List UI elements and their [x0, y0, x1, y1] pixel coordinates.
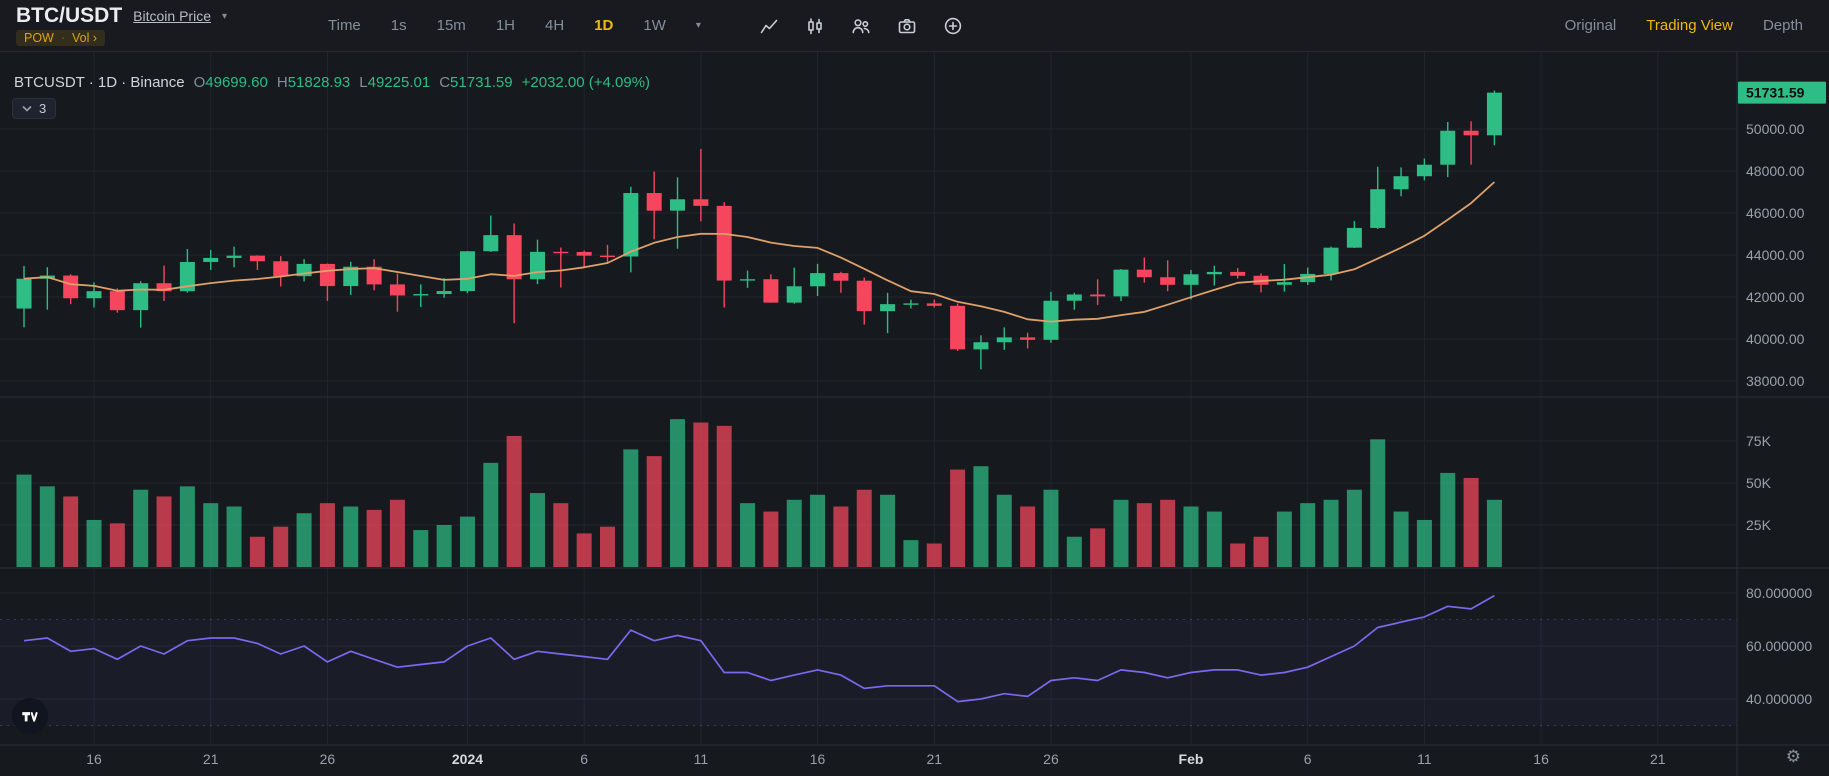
- candlestick-chart-icon[interactable]: [805, 16, 825, 36]
- svg-text:16: 16: [1533, 751, 1549, 767]
- ohlc-high: H 51828.93: [276, 74, 351, 91]
- svg-text:60.000000: 60.000000: [1746, 638, 1812, 654]
- chart-tools: [759, 16, 963, 36]
- vol-tag-label: Vol ›: [72, 30, 98, 45]
- time-axis[interactable]: 16 21 26 2024 6 11 16 21 26 Feb 6 11 16 21: [86, 751, 1666, 767]
- ohlc-low: L 49225.01: [359, 74, 431, 91]
- interval-1d[interactable]: 1D: [594, 17, 614, 34]
- tab-depth[interactable]: Depth: [1762, 17, 1803, 34]
- svg-text:11: 11: [1417, 751, 1432, 767]
- settings-gear-icon[interactable]: ⚙: [1785, 747, 1801, 766]
- pow-tag-label: POW: [24, 30, 54, 45]
- svg-text:16: 16: [810, 751, 826, 767]
- svg-text:25K: 25K: [1746, 517, 1772, 533]
- rsi-line-layer: [23, 594, 1495, 703]
- candles-layer: [16, 90, 1502, 370]
- svg-text:44000.00: 44000.00: [1746, 247, 1805, 263]
- svg-text:21: 21: [203, 751, 219, 767]
- add-indicator-icon[interactable]: [943, 16, 963, 36]
- svg-text:2024: 2024: [452, 751, 483, 767]
- chart-view-tabs: Original Trading View Depth: [1565, 17, 1803, 34]
- tradingview-logo[interactable]: [12, 698, 48, 734]
- svg-text:46000.00: 46000.00: [1746, 205, 1805, 221]
- price-axis[interactable]: 50000.00 48000.00 46000.00 44000.00 42000.00…: [1746, 121, 1812, 707]
- ohlc-open: O 49699.60: [193, 74, 268, 91]
- price-change: +2032.00 (+4.09%): [521, 74, 651, 91]
- interval-selector: Time 1s 15m 1H 4H 1D 1W ▾: [328, 17, 701, 34]
- svg-text:26: 26: [320, 751, 336, 767]
- interval-4h[interactable]: 4H: [545, 17, 565, 34]
- bitcoin-price-link[interactable]: Bitcoin Price: [133, 8, 211, 25]
- svg-text:21: 21: [1650, 751, 1666, 767]
- svg-text:26: 26: [1043, 751, 1059, 767]
- chart-legend: BTCUSDT · 1D · Binance O 49699.60 H 51828.…: [14, 74, 650, 91]
- legend-series: BTCUSDT · 1D · Binance: [14, 74, 185, 91]
- svg-text:80.000000: 80.000000: [1746, 585, 1812, 601]
- price-chart[interactable]: 50000.00 48000.00 46000.00 44000.00 42000.00…: [0, 52, 1829, 776]
- tab-trading-view[interactable]: Trading View: [1646, 17, 1733, 34]
- interval-1h[interactable]: 1H: [495, 17, 515, 34]
- svg-text:51731.59: 51731.59: [1746, 85, 1805, 101]
- svg-text:16: 16: [86, 751, 102, 767]
- svg-text:50000.00: 50000.00: [1746, 121, 1805, 137]
- top-toolbar: BTC/USDT Bitcoin Price ▾ POW · Vol › Tim…: [0, 0, 1829, 52]
- svg-text:50K: 50K: [1746, 475, 1772, 491]
- ohlc-close: C 51731.59: [439, 74, 513, 91]
- last-price-badge: 51731.59: [1738, 81, 1826, 104]
- svg-text:38000.00: 38000.00: [1746, 373, 1805, 389]
- chevron-down-icon: [22, 105, 32, 112]
- compare-icon[interactable]: [851, 16, 871, 36]
- svg-text:48000.00: 48000.00: [1746, 163, 1805, 179]
- svg-text:42000.00: 42000.00: [1746, 289, 1805, 305]
- volume-layer: [16, 419, 1502, 567]
- svg-text:40.000000: 40.000000: [1746, 691, 1812, 707]
- pow-vol-tag[interactable]: POW · Vol ›: [16, 29, 106, 46]
- interval-dropdown-caret-icon[interactable]: ▾: [695, 20, 701, 31]
- ma-line-layer: [23, 181, 1496, 323]
- interval-15m[interactable]: 15m: [436, 17, 466, 34]
- tradingview-logo-glyph: [22, 712, 38, 722]
- camera-icon[interactable]: [897, 16, 917, 36]
- chart-panel: 50000.00 48000.00 46000.00 44000.00 42000.00…: [0, 52, 1829, 776]
- symbol-dropdown-caret-icon[interactable]: ▾: [221, 10, 228, 22]
- tag-separator: ·: [60, 30, 66, 45]
- interval-1w[interactable]: 1W: [643, 17, 666, 34]
- svg-text:Feb: Feb: [1179, 751, 1204, 767]
- indicators-collapse-chip[interactable]: 3: [12, 98, 57, 119]
- symbol-block: BTC/USDT Bitcoin Price ▾ POW · Vol ›: [16, 4, 308, 46]
- svg-text:75K: 75K: [1746, 433, 1772, 449]
- svg-text:40000.00: 40000.00: [1746, 331, 1805, 347]
- symbol-title: BTC/USDT: [16, 4, 123, 28]
- svg-text:21: 21: [926, 751, 942, 767]
- indicator-count: 3: [39, 101, 47, 116]
- interval-time[interactable]: Time: [328, 17, 361, 34]
- svg-text:6: 6: [580, 751, 588, 767]
- line-chart-icon[interactable]: [759, 16, 779, 36]
- pane-separators: [0, 52, 1829, 776]
- rsi-band-layer: [0, 619, 1737, 726]
- tab-original[interactable]: Original: [1564, 17, 1617, 34]
- svg-text:11: 11: [694, 751, 709, 767]
- interval-1s[interactable]: 1s: [390, 17, 407, 34]
- svg-text:6: 6: [1304, 751, 1312, 767]
